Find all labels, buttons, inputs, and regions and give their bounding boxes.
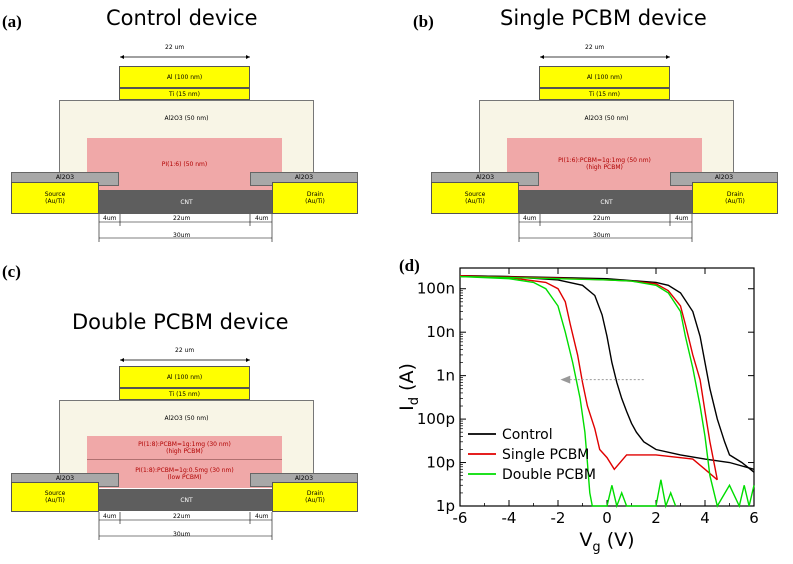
panel-b-dim-right: 4um	[675, 215, 689, 222]
panel-a-al-layer: Al (100 nm)	[119, 66, 250, 88]
panel-b-al-layer: Al (100 nm)	[539, 66, 670, 88]
panel-b-dim-mid: 22um	[593, 215, 611, 222]
panel-c-source-electrode: Source (Au/Ti)	[11, 482, 99, 512]
series-line-double-pcbm-forward	[459, 275, 677, 509]
panel-b-ti-layer: Ti (15 nm)	[539, 88, 670, 100]
panel-c-cnt-layer: CNT	[99, 489, 274, 511]
panel-c-drain-material: (Au/Ti)	[305, 497, 325, 504]
panel-c-dim-right: 4um	[255, 513, 269, 520]
x-tick-label: -6	[453, 509, 468, 527]
panel-c-al-layer: Al (100 nm)	[119, 366, 250, 388]
y-tick-label: 100p	[417, 410, 455, 428]
panel-b-bottom-dimensions	[518, 214, 693, 242]
panel-c-dim-left: 4um	[103, 513, 117, 520]
panel-a-drain-electrode: Drain (Au/Ti)	[272, 182, 358, 214]
panel-b-source-material: (Au/Ti)	[465, 198, 485, 205]
panel-c-bottom-dimensions	[98, 512, 273, 540]
x-tick-label: 0	[602, 509, 612, 527]
panel-a-title: Control device	[106, 6, 258, 30]
series-line-single-pcbm-forward	[459, 275, 718, 481]
panel-c-source-material: (Au/Ti)	[45, 497, 65, 504]
panel-c-pi-bottom-label: PI(1:8):PCBM=1g:0.5mg (30 nm)	[135, 467, 234, 474]
panel-b-cnt-layer: CNT	[519, 190, 694, 214]
x-tick-label: 4	[700, 509, 710, 527]
panel-b-letter: (b)	[413, 12, 434, 31]
panel-a-dim-total: 30um	[173, 232, 191, 239]
panel-a-width-arrow	[120, 55, 250, 59]
y-axis-label: Id (A)	[397, 363, 422, 411]
panel-a-dim-left: 4um	[103, 215, 117, 222]
panel-c-pi-top-label: PI(1:8):PCBM=1g:1mg (30 nm)	[138, 440, 231, 448]
panel-c-title: Double PCBM device	[72, 310, 289, 334]
legend-label: Control	[502, 427, 553, 443]
panel-c-dim-mid: 22um	[173, 513, 191, 520]
series-line-control-reverse	[459, 275, 755, 473]
panel-c-width-arrow	[120, 358, 250, 362]
panel-a-drain-material: (Au/Ti)	[305, 198, 325, 205]
series-line-control-forward	[459, 275, 755, 470]
id-vg-chart: -6 -4 -2 0 2 4 6 1p 10p 100p 1n 10n 100n Vg (V) Id (A)…	[397, 267, 759, 555]
panel-c-drain-label: Drain	[306, 490, 324, 497]
x-tick-label: 6	[749, 509, 759, 527]
panel-b-drain-material: (Au/Ti)	[725, 198, 745, 205]
panel-c-pi-bottom-note: (low PCBM)	[167, 474, 202, 481]
panel-b-pi-label: PI(1:6):PCBM=1g:1mg (50 nm)	[558, 157, 651, 164]
x-tick-label: -4	[502, 509, 517, 527]
panel-a-cnt-layer: CNT	[99, 190, 274, 214]
panel-c-pi-top-layer: PI(1:8):PCBM=1g:1mg (30 nm) (high PCBM)	[87, 436, 282, 460]
panel-c-ti-layer: Ti (15 nm)	[119, 388, 250, 400]
y-tick-label: 1n	[436, 367, 455, 385]
panel-a-bottom-dimensions	[98, 214, 273, 242]
panel-a-width-label: 22 um	[165, 44, 185, 51]
panel-c-pi-top-note: (high PCBM)	[166, 447, 203, 455]
y-tick-label: 1p	[436, 497, 455, 515]
panel-c-letter: (c)	[2, 262, 21, 281]
panel-a-drain-label: Drain	[306, 191, 324, 198]
panel-a-source-electrode: Source (Au/Ti)	[11, 182, 99, 214]
panel-c-drain-electrode: Drain (Au/Ti)	[272, 482, 358, 512]
legend-label: Single PCBM	[502, 447, 589, 463]
panel-b-title: Single PCBM device	[500, 6, 707, 30]
panel-d-letter: (d)	[399, 256, 420, 275]
panel-b-drain-label: Drain	[726, 191, 744, 198]
panel-c-width-label: 22 um	[175, 347, 195, 354]
panel-a-dim-right: 4um	[255, 215, 269, 222]
panel-a-source-label: Source	[44, 191, 66, 198]
panel-b-pi-layer: PI(1:6):PCBM=1g:1mg (50 nm) (high PCBM)	[507, 138, 702, 190]
panel-c-pi-bottom-layer: PI(1:8):PCBM=1g:0.5mg (30 nm) (low PCBM)	[87, 460, 282, 488]
hysteresis-arrow-head	[560, 375, 571, 384]
panel-a-pi-label: PI(1:6) (50 nm)	[161, 160, 208, 168]
y-tick-label: 10n	[426, 323, 455, 341]
panel-b-dim-total: 30um	[593, 232, 611, 239]
panel-b-pi-note: (high PCBM)	[586, 164, 623, 171]
panel-a-pi-layer: PI(1:6) (50 nm)	[87, 138, 282, 190]
panel-c-source-label: Source	[44, 490, 66, 497]
panel-a-ti-layer: Ti (15 nm)	[119, 88, 250, 100]
panel-b-drain-electrode: Drain (Au/Ti)	[692, 182, 778, 214]
series-line-double-pcbm-reverse	[459, 275, 755, 509]
panel-b-dim-left: 4um	[523, 215, 537, 222]
panel-a-dim-mid: 22um	[173, 215, 191, 222]
x-tick-label: 2	[651, 509, 661, 527]
x-tick-label: -2	[551, 509, 566, 527]
panel-a-letter: (a)	[2, 12, 22, 31]
y-tick-label: 100n	[417, 280, 455, 298]
y-tick-label: 10p	[426, 454, 455, 472]
panel-b-source-label: Source	[464, 191, 486, 198]
legend-label: Double PCBM	[502, 467, 596, 483]
panel-b-width-arrow	[540, 55, 670, 59]
panel-b-source-electrode: Source (Au/Ti)	[431, 182, 519, 214]
x-axis-label: Vg (V)	[579, 529, 634, 555]
panel-b-width-label: 22 um	[585, 44, 605, 51]
panel-a-source-material: (Au/Ti)	[45, 198, 65, 205]
panel-c-dim-total: 30um	[173, 531, 191, 538]
